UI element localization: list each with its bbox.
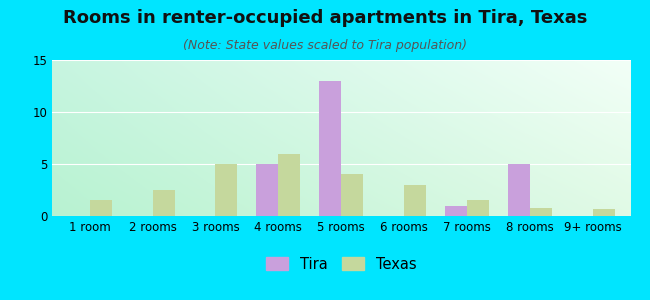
Bar [319, 81, 341, 216]
Bar [508, 164, 530, 216]
Bar [153, 190, 175, 216]
Bar [445, 206, 467, 216]
Text: (Note: State values scaled to Tira population): (Note: State values scaled to Tira popul… [183, 39, 467, 52]
Bar [278, 154, 300, 216]
Bar [90, 200, 112, 216]
Bar [530, 208, 552, 216]
Bar [216, 164, 237, 216]
Bar [467, 200, 489, 216]
Text: Rooms in renter-occupied apartments in Tira, Texas: Rooms in renter-occupied apartments in T… [63, 9, 587, 27]
Legend: Tira, Texas: Tira, Texas [261, 251, 422, 277]
Bar [593, 209, 615, 216]
Bar [404, 185, 426, 216]
Bar [341, 174, 363, 216]
Bar [256, 164, 278, 216]
